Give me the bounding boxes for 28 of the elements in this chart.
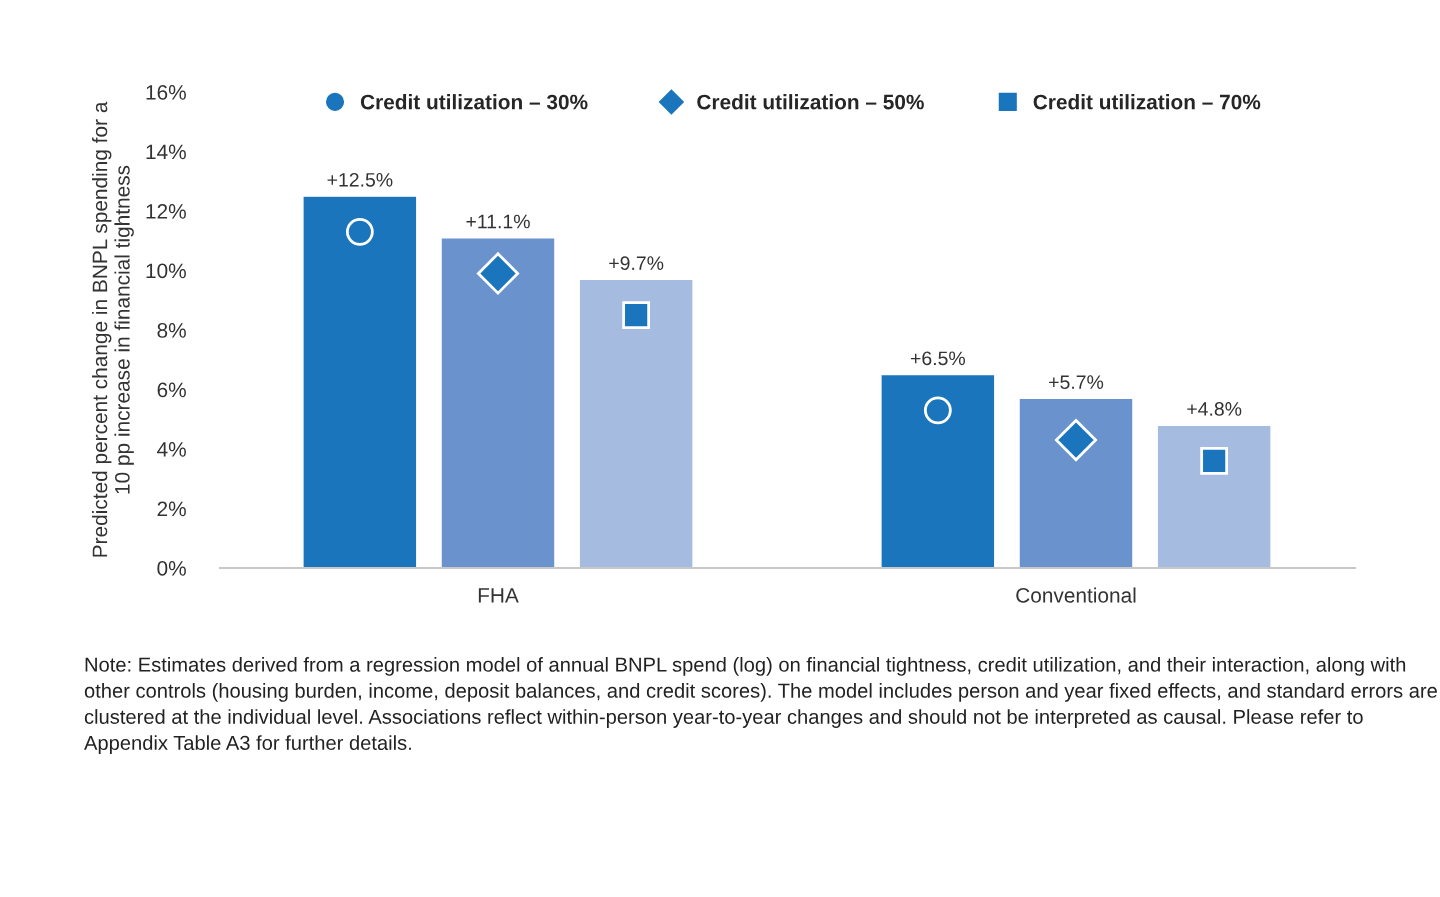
legend-label: Credit utilization – 70% bbox=[1033, 94, 1261, 110]
y-tick-label: 8% bbox=[157, 323, 186, 338]
bar bbox=[1018, 397, 1134, 568]
data-label: +5.7% bbox=[1049, 375, 1104, 390]
data-label: +4.8% bbox=[1187, 402, 1242, 416]
data-label: +6.5% bbox=[910, 351, 965, 366]
y-tick-label: 10% bbox=[146, 263, 186, 279]
bar bbox=[1156, 424, 1272, 568]
y-tick-label: 2% bbox=[157, 501, 186, 517]
legend-label: Credit utilization – 50% bbox=[697, 94, 924, 110]
bar bbox=[880, 373, 996, 568]
y-axis-title: Predicted percent change in BNPL spending for a 10 pp increase in financial tightness bbox=[92, 101, 134, 557]
data-label: +9.7% bbox=[609, 256, 664, 271]
text: Note: Estimates derived from a regression model of annual BNPL spend (log) on financial tightness, credit utilization, and their interaction, along with other controls (housing burden, income, deposit balances, and credit scores). The model includes person and year fixed effects, and standard errors are clustered at the individual level. Associations reflect within-person year-to-year changes and should not be interpreted as causal. Please refer to Appendix Table A3 for further details. bbox=[84, 657, 1437, 754]
y-tick-label: 12% bbox=[146, 204, 186, 219]
y-tick-label: 0% bbox=[157, 561, 186, 576]
data-label: +12.5% bbox=[327, 172, 393, 187]
x-tick-label: FHA bbox=[478, 588, 519, 603]
legend-label: Credit utilization – 30% bbox=[360, 94, 588, 110]
y-tick-label: 14% bbox=[146, 144, 186, 160]
data-label: +11.1% bbox=[466, 214, 530, 229]
bar bbox=[578, 278, 694, 568]
y-tick-label: 4% bbox=[157, 442, 186, 457]
x-tick-label: Conventional bbox=[1016, 587, 1136, 603]
y-tick-label: 6% bbox=[157, 382, 186, 398]
bar bbox=[302, 195, 418, 568]
y-tick-label: 16% bbox=[146, 85, 186, 100]
bar bbox=[440, 237, 556, 568]
